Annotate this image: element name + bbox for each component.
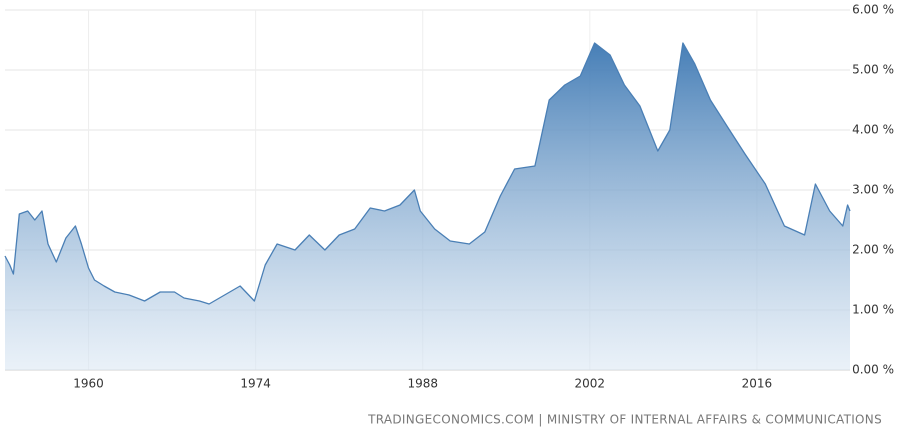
y-tick-label: 1.00 %: [852, 303, 894, 317]
plot: [4, 42, 851, 370]
x-tick-label: 2016: [742, 377, 773, 391]
area: [5, 43, 850, 370]
y-tick-label: 6.00 %: [852, 3, 894, 17]
labels: 0.00 % 1.00 % 2.00 % 3.00 % 4.00 % 5.00 % 6.00…: [73, 3, 894, 391]
y-tick-label: 2.00 %: [852, 243, 894, 257]
x-tick-label: 1960: [73, 377, 104, 391]
x-tick-label: 2002: [575, 377, 606, 391]
y-tick-label: 4.00 %: [852, 123, 894, 137]
y-tick-label: 0.00 %: [852, 363, 894, 377]
y-tick-label: 3.00 %: [852, 183, 894, 197]
line: [4, 42, 851, 305]
x-tick-label: 1974: [240, 377, 271, 391]
source: TRADINGECONOMICS.COM | MINISTRY OF INTER…: [367, 413, 882, 427]
x-tick-label: 1988: [407, 377, 438, 391]
y-tick-label: 5.00 %: [852, 63, 894, 77]
